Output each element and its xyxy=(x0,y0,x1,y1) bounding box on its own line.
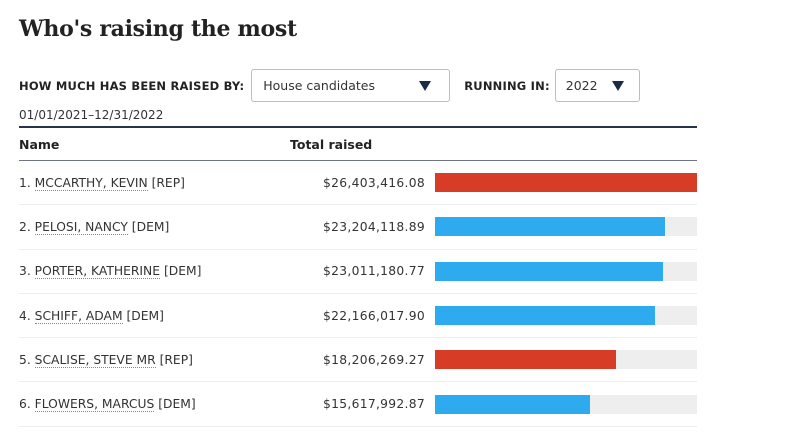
filter-bar: HOW MUCH HAS BEEN RAISED BY: House candi… xyxy=(19,69,640,102)
party-label: [DEM] xyxy=(131,219,170,234)
bar-dem xyxy=(435,394,590,414)
raised-by-select[interactable]: House candidates xyxy=(251,69,451,102)
date-range: 01/01/2021–12/31/2022 xyxy=(19,108,164,122)
rank-label: 6. xyxy=(19,397,31,412)
rank-label: 5. xyxy=(19,352,31,367)
bar-track xyxy=(435,394,697,414)
party-label: [DEM] xyxy=(158,397,196,412)
column-header-total-raised: Total raised xyxy=(290,136,373,152)
candidate-cell: 1. MCCARTHY, KEVIN [REP] xyxy=(19,175,304,191)
bar-track xyxy=(435,306,697,326)
candidate-cell: 6. FLOWERS, MARCUS [DEM] xyxy=(19,397,304,413)
candidate-link[interactable]: PELOSI, NANCY xyxy=(34,219,128,235)
party-label: [REP] xyxy=(151,175,185,190)
table-row: 1. MCCARTHY, KEVIN [REP] $26,403,416.08 xyxy=(19,161,697,206)
bar-track xyxy=(435,173,697,193)
dropdown-arrow-icon xyxy=(419,80,432,91)
column-header-name: Name xyxy=(19,136,60,152)
amount-label: $26,403,416.08 xyxy=(323,175,425,190)
dropdown-arrow-icon xyxy=(611,80,624,91)
running-in-label: RUNNING IN: xyxy=(464,78,550,93)
rank-label: 2. xyxy=(19,219,31,234)
candidate-cell: 4. SCHIFF, ADAM [DEM] xyxy=(19,308,304,324)
table-header: Name Total raised xyxy=(19,126,697,161)
candidate-link[interactable]: PORTER, KATHERINE xyxy=(34,264,161,280)
bar-rep xyxy=(435,173,697,193)
table-row: 4. SCHIFF, ADAM [DEM] $22,166,017.90 xyxy=(19,294,697,339)
candidate-link[interactable]: SCALISE, STEVE MR xyxy=(34,352,156,368)
raised-by-label: HOW MUCH HAS BEEN RAISED BY: xyxy=(19,78,245,93)
amount-label: $15,617,992.87 xyxy=(323,397,425,412)
bar-dem xyxy=(435,217,666,237)
table-row: 5. SCALISE, STEVE MR [REP] $18,206,269.27 xyxy=(19,338,697,383)
rank-label: 4. xyxy=(19,308,31,323)
amount-label: $23,204,118.89 xyxy=(323,219,425,234)
candidate-cell: 3. PORTER, KATHERINE [DEM] xyxy=(19,264,304,280)
bar-rep xyxy=(435,350,616,370)
candidate-link[interactable]: MCCARTHY, KEVIN xyxy=(34,175,148,191)
party-label: [REP] xyxy=(159,352,193,367)
bar-dem xyxy=(435,306,655,326)
table-body: 1. MCCARTHY, KEVIN [REP] $26,403,416.08 2.… xyxy=(19,161,697,427)
raised-by-value: House candidates xyxy=(263,78,375,93)
table-row: 2. PELOSI, NANCY [DEM] $23,204,118.89 xyxy=(19,205,697,250)
amount-label: $18,206,269.27 xyxy=(323,352,425,367)
bar-track xyxy=(435,261,697,281)
running-in-select[interactable]: 2022 xyxy=(554,69,640,102)
amount-label: $23,011,180.77 xyxy=(323,264,425,279)
bar-track xyxy=(435,350,697,370)
running-in-value: 2022 xyxy=(565,78,598,93)
table-row: 3. PORTER, KATHERINE [DEM] $23,011,180.77 xyxy=(19,250,697,294)
amount-label: $22,166,017.90 xyxy=(323,308,425,323)
party-label: [DEM] xyxy=(163,264,202,279)
fundraising-table: Name Total raised 1. MCCARTHY, KEVIN [RE… xyxy=(19,126,697,427)
rank-label: 1. xyxy=(19,175,31,190)
table-row: 6. FLOWERS, MARCUS [DEM] $15,617,992.87 xyxy=(19,382,697,427)
party-label: [DEM] xyxy=(126,308,164,323)
candidate-link[interactable]: FLOWERS, MARCUS xyxy=(34,397,155,413)
bar-track xyxy=(435,217,697,237)
page-title: Who's raising the most xyxy=(19,16,297,42)
rank-label: 3. xyxy=(19,264,31,279)
candidate-cell: 2. PELOSI, NANCY [DEM] xyxy=(19,219,304,235)
bar-dem xyxy=(435,261,664,281)
candidate-cell: 5. SCALISE, STEVE MR [REP] xyxy=(19,352,304,368)
candidate-link[interactable]: SCHIFF, ADAM xyxy=(34,308,123,324)
